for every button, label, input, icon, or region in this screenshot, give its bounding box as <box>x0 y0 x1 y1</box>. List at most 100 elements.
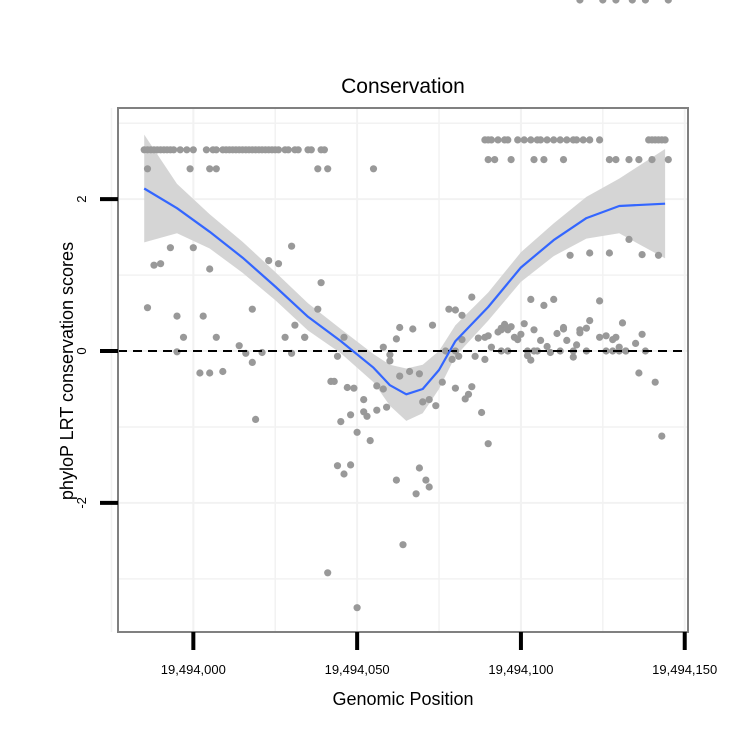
data-point <box>406 367 414 376</box>
data-point <box>638 251 646 259</box>
data-point <box>150 261 158 269</box>
data-point <box>491 156 499 164</box>
data-point <box>641 0 649 4</box>
data-point <box>176 146 184 154</box>
data-point <box>337 418 345 426</box>
data-point <box>179 333 188 341</box>
data-point <box>625 156 633 164</box>
data-point <box>212 146 220 154</box>
data-point <box>347 411 355 419</box>
data-point <box>425 483 433 491</box>
data-point <box>596 136 604 144</box>
data-point <box>340 333 348 341</box>
data-point <box>379 343 387 351</box>
x-tick-label: 19,494,100 <box>488 662 553 677</box>
data-point <box>559 156 568 164</box>
data-point <box>432 402 440 410</box>
data-point <box>615 343 623 351</box>
data-point <box>196 369 204 377</box>
data-point <box>596 333 604 341</box>
data-point <box>573 136 581 144</box>
data-point <box>474 334 482 342</box>
data-point <box>173 312 181 320</box>
chart-title: Conservation <box>341 75 465 98</box>
data-point <box>501 320 509 328</box>
data-point <box>632 339 640 347</box>
data-point <box>399 541 407 549</box>
data-point <box>514 136 522 144</box>
data-point <box>504 347 512 355</box>
data-point <box>383 403 391 411</box>
data-point <box>143 304 152 312</box>
data-point <box>330 377 338 385</box>
data-point <box>396 323 404 332</box>
data-point <box>543 342 551 351</box>
data-point <box>602 332 610 340</box>
data-point <box>343 383 351 392</box>
data-point <box>186 165 194 173</box>
data-point <box>170 146 178 154</box>
data-point <box>202 146 210 154</box>
data-point <box>386 351 394 359</box>
data-point <box>451 306 459 314</box>
data-point <box>625 235 633 243</box>
data-point <box>422 476 430 484</box>
data-point <box>628 0 636 4</box>
data-point <box>609 336 617 344</box>
data-point <box>648 156 656 164</box>
data-point <box>340 470 348 478</box>
x-axis-title: Genomic Position <box>332 689 473 709</box>
data-point <box>143 165 152 173</box>
data-point <box>484 156 492 164</box>
data-point <box>618 319 627 327</box>
data-point <box>392 476 400 484</box>
plot-panel: 19,494,000 19,494,050 19,494,100 19,494,150… <box>74 0 717 677</box>
data-point <box>658 432 666 440</box>
data-point <box>468 293 476 301</box>
data-point <box>281 333 289 341</box>
data-point <box>540 156 548 164</box>
data-point <box>612 0 620 4</box>
data-point <box>586 317 594 325</box>
data-point <box>166 244 174 252</box>
data-point <box>347 461 355 469</box>
data-point <box>366 437 374 445</box>
data-point <box>415 370 423 378</box>
data-point <box>448 355 456 363</box>
data-point <box>605 249 614 257</box>
data-point <box>471 352 479 360</box>
data-point <box>458 311 466 319</box>
data-point <box>386 357 394 365</box>
data-point <box>563 336 571 344</box>
data-point <box>189 146 197 154</box>
data-point <box>438 378 446 386</box>
x-tick-label: 19,494,150 <box>652 662 717 677</box>
data-point <box>546 348 555 357</box>
data-point <box>412 490 420 498</box>
data-point <box>533 347 541 355</box>
x-tick-label: 19,494,000 <box>161 662 226 677</box>
data-point <box>651 378 659 386</box>
data-point <box>425 396 433 404</box>
data-point <box>415 464 423 472</box>
data-point <box>559 323 568 332</box>
data-point <box>314 165 322 173</box>
data-point <box>540 301 548 309</box>
data-point <box>596 297 604 305</box>
data-point <box>189 244 197 252</box>
data-point <box>468 383 476 391</box>
data-point <box>612 156 620 164</box>
data-point <box>504 136 512 144</box>
data-point <box>553 329 561 338</box>
data-point <box>654 251 663 259</box>
data-point <box>284 146 292 154</box>
data-point <box>206 165 214 173</box>
x-axis: 19,494,000 19,494,050 19,494,100 19,494,150 <box>161 632 717 677</box>
data-point <box>206 265 214 273</box>
data-point <box>530 156 538 164</box>
data-point <box>333 352 342 360</box>
data-point <box>566 251 574 259</box>
data-point <box>265 257 273 265</box>
data-point <box>579 136 587 144</box>
